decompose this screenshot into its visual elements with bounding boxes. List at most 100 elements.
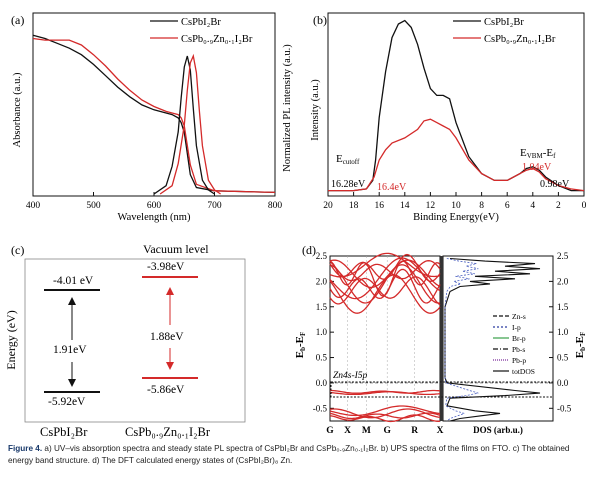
absorbance-series-line	[32, 34, 276, 194]
dos-legend-label: Zn-s	[512, 312, 526, 321]
panel-c-ylabel: Energy (eV)	[4, 310, 18, 369]
b-xtick-label: 14	[400, 201, 410, 211]
panel-b-legend: CsPbI₂Br CsPb₀.₉Zn₀.₁I₂Br	[453, 17, 556, 45]
ups-series-line	[328, 118, 585, 192]
kpoint-label: G	[384, 426, 392, 436]
panel-d-legend: Zn-s I-p Br-p Pb-s Pb-p totDOS	[493, 312, 535, 376]
d-ytick-label: 1.0	[316, 327, 328, 337]
zn-vbm-value: -5.86eV	[147, 384, 185, 396]
legend-b-pure-label: CsPbI₂Br	[484, 17, 524, 28]
kpoint-label: X	[344, 426, 351, 436]
dos-legend-label: totDOS	[512, 367, 535, 376]
panel-b-series	[328, 19, 585, 192]
zn-cbm-value: -3.98eV	[147, 261, 185, 273]
a-xtick-label: 700	[207, 201, 222, 211]
pl-series-line	[153, 55, 215, 195]
band-line	[329, 260, 441, 282]
kpoint-label: R	[411, 426, 418, 436]
legend-pure-label: CsPbI₂Br	[181, 17, 221, 28]
panel-b-tag: (b)	[313, 13, 327, 27]
pure-arrowhead-down	[68, 379, 76, 387]
pure-gap-value: 1.91eV	[53, 344, 87, 356]
b-xtick-label: 2	[556, 201, 561, 211]
d-ytick-label-right: -0.5	[557, 403, 572, 413]
dos-legend-label: I-p	[512, 323, 521, 332]
b-xtick-label: 10	[451, 201, 461, 211]
panel-a: (a) Absorbance (a.u.) Normalized PL inte…	[11, 12, 293, 223]
kpoint-label: G	[326, 426, 334, 436]
panel-a-ylabel-right: Normalized PL intensity (a.u.)	[282, 44, 293, 172]
band-line	[329, 274, 441, 314]
panel-a-tag: (a)	[11, 13, 24, 27]
panel-d: (d) Eb-EF Eb-EF 2.5 2.5 2.0 2.0 1.5 1.5 1.0 1.0…	[294, 243, 587, 436]
band-line	[329, 252, 441, 278]
dos-xlabel: DOS (arb.u.)	[473, 425, 523, 435]
b-xtick-label: 0	[582, 201, 587, 211]
d-ytick-label: 2.0	[316, 276, 328, 286]
kpoint-label: M	[362, 426, 371, 436]
panel-d-ylabel-right: Eb-EF	[574, 332, 587, 359]
dos-legend-label: Pb-p	[512, 356, 526, 365]
d-ytick-label: 0.5	[316, 353, 328, 363]
panel-d-ylabel-left: Eb-EF	[294, 332, 307, 359]
d-ytick-label: 2.5	[316, 251, 328, 261]
vbm-pure-value: 0.98eV	[540, 179, 570, 190]
band-line	[329, 276, 441, 306]
cutoff-zn-value: 16.4eV	[377, 182, 407, 193]
zn-state-box	[330, 381, 554, 398]
panel-d-tag: (d)	[302, 243, 316, 257]
caption-text: a) UV–vis absorption spectra and steady …	[8, 444, 570, 465]
vbm-zn-value: 1.04eV	[522, 162, 552, 173]
band-line	[329, 412, 441, 420]
panel-a-x-ticks: 400 500 600 700 800	[26, 192, 283, 211]
figure-caption: Figure 4. a) UV–vis absorption spectra a…	[8, 443, 592, 467]
b-xtick-label: 18	[349, 201, 359, 211]
dos-legend-label: Br-p	[512, 334, 526, 343]
absorbance-series-line	[32, 37, 276, 194]
panel-b-ylabel: Intensity (a.u.)	[310, 79, 321, 141]
caption-label: Figure 4.	[8, 444, 43, 453]
panel-a-legend: CsPbI₂Br CsPb₀.₉Zn₀.₁I₂Br	[150, 17, 253, 45]
panel-b-xlabel: Binding Energy(eV)	[413, 212, 499, 223]
zn-gap-value: 1.88eV	[150, 331, 184, 343]
panel-c-frame	[24, 258, 246, 423]
legend-zn-label: CsPb₀.₉Zn₀.₁I₂Br	[181, 34, 253, 45]
a-xtick-label: 400	[26, 201, 41, 211]
b-xtick-label: 20	[323, 201, 333, 211]
zn-arrowhead-up	[166, 287, 174, 295]
zn-arrowhead-down	[166, 362, 174, 370]
d-ytick-label-right: 0.5	[557, 353, 569, 363]
d-ytick-label-right: 2.5	[557, 251, 569, 261]
d-ytick-label-right: 2.0	[557, 276, 569, 286]
b-xtick-label: 8	[479, 201, 484, 211]
dos-partial-line	[444, 258, 479, 422]
d-ytick-label-right: 0.0	[557, 378, 569, 388]
panel-d-y-ticks: 2.5 2.5 2.0 2.0 1.5 1.5 1.0 1.0 0.5 0.5 0.0 0.0 -0.5…	[313, 251, 572, 413]
panel-a-series	[32, 34, 276, 195]
vacuum-level-label: Vacuum level	[143, 242, 209, 256]
panel-a-xlabel: Wavelength (nm)	[118, 212, 191, 223]
zn-material-name: CsPb₀.₉Zn₀.₁I₂Br	[125, 425, 211, 439]
band-line	[329, 391, 441, 396]
d-ytick-label: 1.5	[316, 302, 328, 312]
a-xtick-label: 500	[86, 201, 101, 211]
ecutoff-label: Ecutoff	[336, 153, 360, 166]
d-ytick-label-right: 1.0	[557, 327, 569, 337]
b-xtick-label: 4	[530, 201, 535, 211]
b-xtick-label: 12	[426, 201, 436, 211]
b-xtick-label: 16	[374, 201, 384, 211]
pure-vbm-value: -5.92eV	[48, 396, 86, 408]
band-line	[329, 264, 441, 304]
panel-d-dos	[444, 257, 541, 422]
band-line	[329, 414, 441, 423]
pure-material-name: CsPbI₂Br	[40, 425, 88, 439]
b-xtick-label: 6	[505, 201, 510, 211]
figure-canvas: (a) Absorbance (a.u.) Normalized PL inte…	[4, 12, 587, 439]
panel-b-x-ticks: 20 18 16 14 12 10 8 6 4 2 0	[323, 192, 587, 211]
panel-d-bands	[329, 252, 441, 423]
a-xtick-label: 600	[147, 201, 162, 211]
a-xtick-label: 800	[268, 201, 283, 211]
panel-a-ylabel-left: Absorbance (a.u.)	[12, 72, 23, 147]
band-line	[329, 405, 441, 417]
d-ytick-label-right: 1.5	[557, 302, 569, 312]
